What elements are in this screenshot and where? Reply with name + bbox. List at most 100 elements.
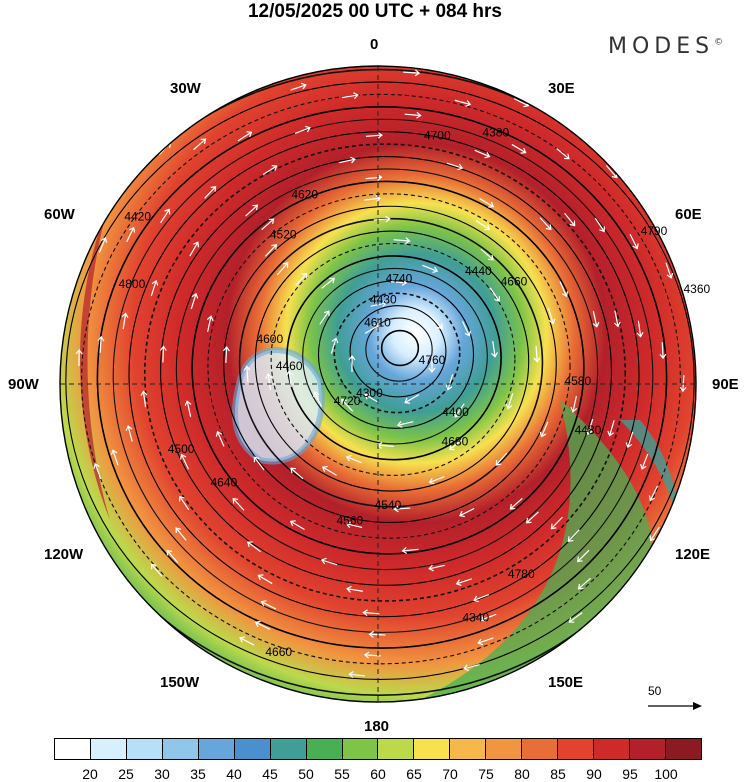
wind-arrow bbox=[321, 277, 336, 289]
vector-reference-label: 50 bbox=[648, 684, 662, 698]
modes-logo: MODES© bbox=[608, 34, 723, 59]
colorbar-swatch bbox=[450, 739, 487, 759]
colorbar-swatch bbox=[234, 739, 271, 759]
wind-arrow bbox=[479, 198, 495, 208]
height-contour bbox=[270, 242, 516, 476]
wind-arrow bbox=[368, 630, 386, 638]
wind-arrow bbox=[237, 131, 253, 142]
wind-arrow bbox=[257, 574, 273, 585]
wind-arrow bbox=[290, 82, 307, 91]
wind-arrow bbox=[594, 217, 605, 233]
wind-arrow bbox=[345, 521, 363, 529]
wind-arrow bbox=[364, 195, 382, 203]
wind-arrow bbox=[625, 431, 634, 449]
height-contour bbox=[65, 81, 695, 681]
wind-arrow bbox=[475, 220, 491, 231]
wind-arrow bbox=[539, 217, 552, 231]
colorbar-tick-label: 20 bbox=[82, 766, 98, 782]
wind-arrow bbox=[480, 248, 494, 261]
wind-arrow bbox=[246, 541, 261, 553]
wind-arrow bbox=[243, 365, 251, 383]
contour-label: 4660 bbox=[265, 645, 292, 659]
wind-arrow bbox=[223, 345, 230, 363]
wind-arrow bbox=[341, 398, 354, 412]
wind-arrow bbox=[430, 316, 443, 330]
wind-arrow bbox=[261, 218, 275, 231]
wind-arrow bbox=[166, 549, 179, 563]
contour-label: 4340 bbox=[462, 611, 489, 625]
map-title: 12/05/2025 00 UTC + 084 hrs bbox=[247, 1, 503, 22]
height-contour bbox=[143, 143, 627, 602]
wind-arrow bbox=[454, 403, 465, 418]
wind-arrow bbox=[448, 439, 463, 451]
contour-label: 4460 bbox=[276, 359, 303, 373]
wind-arrow bbox=[150, 279, 159, 297]
wind-arrow bbox=[592, 311, 600, 328]
contour-label: 4640 bbox=[210, 475, 237, 489]
wind-arrow bbox=[422, 264, 439, 274]
vector-reference bbox=[648, 702, 702, 710]
height-contour bbox=[238, 217, 544, 508]
colorbar-swatch bbox=[594, 739, 630, 759]
contour-label: 4620 bbox=[291, 188, 318, 202]
wind-arrow bbox=[110, 449, 119, 466]
colorbar-tick-label: 40 bbox=[226, 766, 242, 782]
logo-mark: © bbox=[714, 37, 724, 48]
wind-arrow bbox=[373, 215, 391, 223]
wind-arrow bbox=[253, 456, 265, 471]
wind-arrow bbox=[404, 324, 420, 335]
wind-arrow bbox=[525, 511, 539, 524]
wind-arrow bbox=[401, 547, 419, 554]
wind-arrow bbox=[445, 374, 454, 391]
lon-label-60e: 60E bbox=[675, 206, 702, 223]
height-contour bbox=[302, 267, 488, 445]
height-contour bbox=[380, 329, 420, 367]
lon-label-120w: 120W bbox=[44, 546, 84, 563]
wind-arrow bbox=[125, 425, 133, 442]
polar-map: 4760 4720 4740 4680 4600 4660 4560 4620 4480 4500… bbox=[59, 65, 711, 710]
wind-arrow bbox=[505, 393, 514, 410]
colorbar-tick-label: 55 bbox=[334, 766, 350, 782]
colorbar-tick-label: 60 bbox=[370, 766, 386, 782]
wind-arrow bbox=[239, 636, 255, 646]
lon-label-150w: 150W bbox=[160, 674, 200, 691]
wind-arrow bbox=[489, 287, 501, 302]
wind-arrow bbox=[659, 342, 667, 360]
wind-arrow bbox=[289, 520, 305, 530]
height-contour bbox=[60, 68, 696, 696]
wind-arrow bbox=[698, 305, 704, 321]
wind-arrow bbox=[656, 197, 667, 213]
wind-arrow bbox=[559, 281, 569, 298]
contour-label: 4580 bbox=[564, 374, 591, 388]
wind-arrow bbox=[193, 138, 207, 151]
wind-vectors bbox=[75, 66, 704, 679]
wind-arrow bbox=[179, 495, 190, 511]
wind-arrow bbox=[578, 112, 593, 124]
wind-arrow bbox=[533, 345, 541, 363]
wind-arrow bbox=[396, 421, 414, 428]
wind-arrow bbox=[428, 356, 436, 373]
wind-arrow bbox=[362, 609, 380, 617]
height-contour bbox=[175, 168, 599, 571]
wind-arrow bbox=[577, 577, 591, 590]
colorbar-tick-label: 70 bbox=[442, 766, 458, 782]
wind-arrow bbox=[477, 637, 494, 646]
wind-arrow bbox=[694, 419, 696, 437]
contour-label: 4380 bbox=[482, 126, 509, 140]
wind-arrow bbox=[321, 465, 337, 476]
wind-arrow bbox=[570, 395, 578, 413]
colorbar-swatch bbox=[270, 739, 307, 759]
height-contour bbox=[81, 93, 681, 665]
colorbar-swatch bbox=[558, 739, 595, 759]
wind-arrow bbox=[286, 370, 293, 388]
contour-label: 4700 bbox=[424, 129, 451, 143]
colorbar-tick-label: 30 bbox=[154, 766, 170, 782]
wind-arrow bbox=[140, 390, 148, 408]
wind-arrow bbox=[320, 557, 338, 566]
wind-arrow bbox=[75, 348, 83, 366]
wind-arrow bbox=[190, 292, 199, 310]
contour-label: 4540 bbox=[375, 498, 402, 512]
wind-arrow bbox=[348, 671, 366, 679]
contour-labels: 4760 4720 4740 4680 4600 4660 4560 4620 4480 4500… bbox=[119, 126, 711, 659]
wind-arrow bbox=[294, 125, 311, 134]
